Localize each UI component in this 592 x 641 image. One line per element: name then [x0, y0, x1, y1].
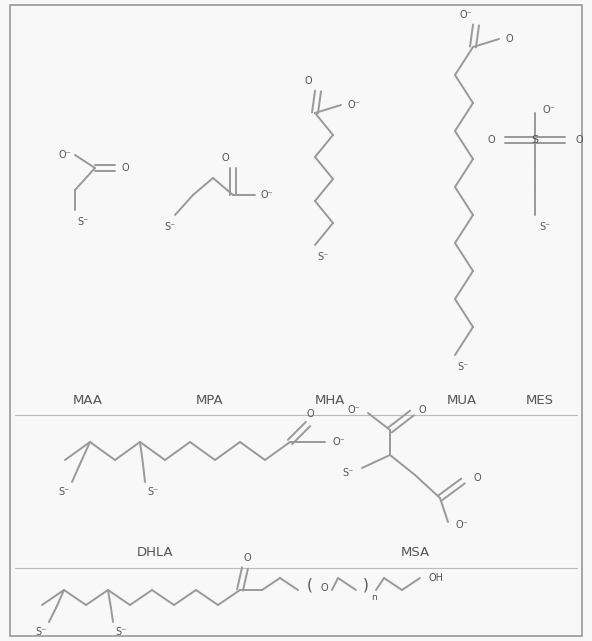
- Text: O: O: [575, 135, 583, 145]
- Text: S⁻: S⁻: [115, 627, 127, 637]
- Text: O: O: [473, 473, 481, 483]
- Text: S⁻: S⁻: [458, 362, 469, 372]
- Text: MSA: MSA: [400, 545, 430, 558]
- Text: S⁻: S⁻: [165, 222, 176, 232]
- Text: O: O: [121, 163, 129, 173]
- Text: S⁻: S⁻: [59, 487, 70, 497]
- Text: O⁻: O⁻: [543, 105, 555, 115]
- Text: MUA: MUA: [447, 394, 477, 406]
- Text: O⁻: O⁻: [260, 190, 274, 200]
- Text: O: O: [418, 405, 426, 415]
- Text: O⁻: O⁻: [459, 10, 472, 20]
- Text: O⁻: O⁻: [333, 437, 345, 447]
- Text: MAA: MAA: [73, 394, 103, 406]
- Text: (: (: [307, 578, 313, 592]
- Text: MES: MES: [526, 394, 554, 406]
- Text: O: O: [505, 34, 513, 44]
- Text: O⁻: O⁻: [348, 405, 361, 415]
- Text: ): ): [363, 578, 369, 592]
- Text: O: O: [304, 76, 312, 86]
- Text: MHA: MHA: [315, 394, 345, 406]
- Text: O: O: [320, 583, 328, 593]
- Text: n: n: [371, 592, 377, 601]
- Text: O: O: [221, 153, 229, 163]
- Text: DHLA: DHLA: [137, 545, 173, 558]
- Text: OH: OH: [429, 573, 443, 583]
- Text: S⁻: S⁻: [36, 627, 47, 637]
- Text: MPA: MPA: [196, 394, 224, 406]
- Text: S⁻: S⁻: [539, 222, 551, 232]
- Text: O⁻: O⁻: [348, 100, 361, 110]
- Text: O: O: [306, 409, 314, 419]
- Text: O: O: [487, 135, 495, 145]
- Text: S⁻: S⁻: [317, 252, 329, 262]
- Text: S⁻: S⁻: [147, 487, 159, 497]
- Text: O⁻: O⁻: [59, 150, 72, 160]
- Text: S⁻: S⁻: [342, 468, 353, 478]
- Text: O⁻: O⁻: [456, 520, 468, 530]
- Text: O: O: [243, 553, 251, 563]
- Text: S: S: [532, 135, 539, 145]
- Text: S⁻: S⁻: [78, 217, 89, 227]
